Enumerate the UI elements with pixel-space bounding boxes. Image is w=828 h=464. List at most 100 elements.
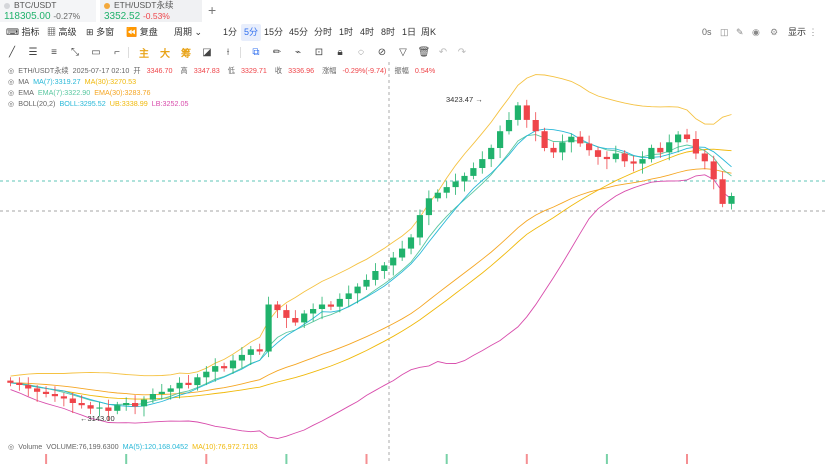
ruler-icon[interactable]: ⟊	[226, 46, 230, 58]
candle-body	[78, 403, 85, 406]
pencil-icon[interactable]: ✏	[272, 46, 282, 58]
low-annotation-value: 3143.00	[87, 414, 115, 423]
candle-body	[683, 134, 691, 139]
show-button[interactable]: 显示 ⋮	[788, 24, 818, 41]
candle-body	[167, 388, 174, 392]
candle-body	[719, 179, 726, 204]
advanced-label: 高级	[58, 27, 77, 37]
interval-5m[interactable]: 5分	[241, 24, 262, 41]
candle-body	[621, 153, 628, 162]
mark-main-icon[interactable]: 主	[139, 48, 149, 60]
candle-body	[523, 105, 530, 120]
tab-btc-usdt[interactable]: BTC/USDT 118305.00 -0.27%	[0, 0, 96, 22]
measure-icon[interactable]: ⊡	[314, 46, 324, 58]
price-chart[interactable]	[0, 62, 828, 464]
replay-button[interactable]: ⏪ 复盘	[126, 24, 158, 41]
countdown-label: 0s	[702, 27, 712, 37]
mark-big-icon[interactable]: 大	[160, 48, 170, 60]
indicators-button[interactable]: ⌨ 指标	[6, 24, 40, 41]
volume-bar	[605, 454, 608, 464]
ema-name: EMA	[18, 88, 34, 97]
candle-body	[443, 187, 450, 193]
tab-btc-name: BTC/USDT	[4, 0, 96, 11]
candle-body	[301, 313, 308, 323]
rectangle-icon[interactable]: ▭	[91, 46, 101, 58]
interval-15m[interactable]: 15分	[264, 27, 284, 37]
fibonacci-icon[interactable]: ≡	[51, 46, 57, 58]
candle-body	[407, 237, 415, 249]
volume-bar	[686, 454, 688, 464]
candle-body	[354, 286, 361, 294]
candle-body	[238, 354, 245, 361]
cursor-icon[interactable]: ⌐	[114, 46, 120, 58]
boll-name: BOLL(20,2)	[18, 99, 56, 108]
candle-body	[648, 147, 655, 160]
multi-window-button[interactable]: ⊞ 多窗	[86, 24, 114, 41]
magnet-icon[interactable]: ◪	[202, 46, 212, 58]
candle-body	[577, 136, 584, 144]
eye-icon[interactable]: ◌	[358, 46, 364, 58]
delete-icon[interactable]: 🗑︎	[417, 46, 431, 58]
volume-bar	[125, 454, 128, 464]
ema30-line	[10, 168, 732, 396]
eye-icon[interactable]: ◎	[8, 99, 15, 108]
advanced-button[interactable]: ▦ 高级	[47, 24, 77, 41]
candle-body	[630, 161, 637, 164]
candle-body	[327, 304, 334, 307]
eye-icon[interactable]: ◎	[8, 88, 15, 97]
camera-icon[interactable]: ◉	[752, 27, 760, 37]
ma30-line	[10, 148, 732, 400]
candle-body	[612, 153, 619, 160]
candle-body	[603, 156, 610, 160]
candle-body	[497, 131, 504, 148]
candle-body	[123, 403, 130, 406]
redo-icon[interactable]: ↷	[457, 46, 467, 58]
interval-8h[interactable]: 8时	[381, 27, 396, 37]
interval-45m[interactable]: 45分	[289, 27, 309, 37]
line-tool-icon[interactable]: ╱	[8, 46, 16, 58]
settings-icon[interactable]: ⚙	[770, 27, 779, 37]
candle-body	[728, 196, 735, 204]
interval-week[interactable]: 周K	[421, 27, 437, 37]
tab-btc-label: BTC/USDT	[14, 0, 57, 10]
undo-icon[interactable]: ↶	[438, 46, 448, 58]
add-tab-icon[interactable]: +	[208, 2, 217, 18]
candle-body	[675, 134, 682, 143]
candle-body	[318, 304, 326, 309]
interval-4h[interactable]: 4时	[360, 27, 375, 37]
parallel-lines-icon[interactable]: ☰	[28, 46, 38, 58]
period-dropdown[interactable]: 周期 ⌄	[174, 24, 202, 41]
volume-bar	[525, 454, 528, 464]
pen-icon[interactable]: ⤡	[71, 46, 79, 58]
boll-upper-line	[10, 74, 732, 377]
candle-body	[479, 159, 486, 168]
candle-body	[176, 382, 183, 389]
interval-1d[interactable]: 1日	[402, 27, 417, 37]
candle-body	[657, 147, 664, 153]
ema30-value: EMA(30):3283.76	[94, 88, 151, 97]
candle-body	[247, 349, 254, 355]
interval-1m[interactable]: 1分	[223, 27, 238, 37]
interval-timeshare[interactable]: 分时	[314, 27, 333, 37]
candle-body	[212, 366, 219, 372]
lock-icon[interactable]: 🔒︎	[337, 46, 343, 58]
filter-icon[interactable]: ▽	[399, 46, 407, 58]
ma7-value: MA(7):3319.27	[33, 77, 81, 86]
eye-icon[interactable]: ◎	[8, 442, 15, 451]
interval-1h[interactable]: 1时	[339, 27, 354, 37]
screenshot-icon[interactable]: ◫	[720, 27, 729, 37]
eye-icon[interactable]: ◎	[8, 66, 15, 75]
arrow-left-icon: ←	[80, 414, 88, 423]
eye-icon[interactable]: ◎	[8, 77, 15, 86]
brush-icon[interactable]: ⌁	[294, 46, 302, 58]
candle-body	[470, 168, 477, 176]
tab-eth-usdt[interactable]: ETH/USDT永续 3352.52 -0.53%	[100, 0, 202, 22]
mark-chip-icon[interactable]: 筹	[181, 48, 191, 60]
candle-body	[586, 143, 593, 151]
hide-icon[interactable]: ⊘	[377, 46, 387, 58]
edit-icon[interactable]: ✎	[736, 27, 744, 37]
layers-icon[interactable]: ⧉	[252, 46, 260, 58]
candle-body	[132, 403, 139, 407]
candle-body	[203, 371, 210, 378]
volume-ma5: MA(5):120,168.0452	[122, 442, 189, 451]
